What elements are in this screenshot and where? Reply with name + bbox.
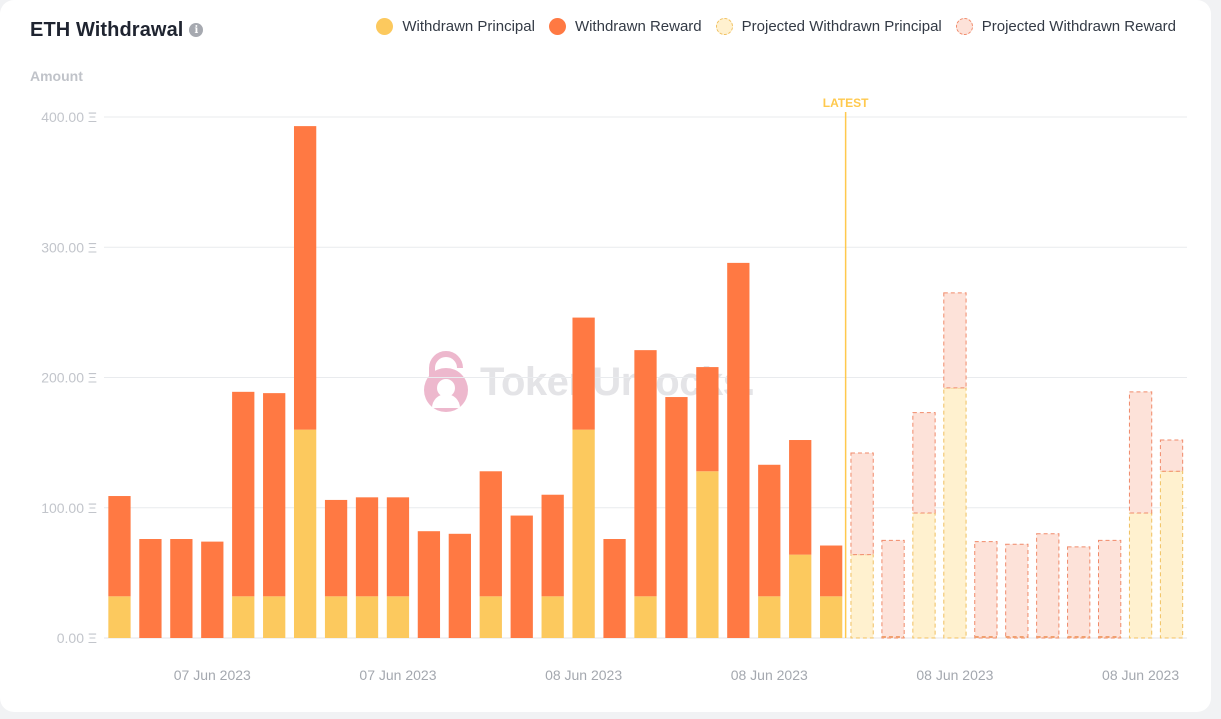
x-tick-label: 08 Jun 2023 — [545, 667, 622, 683]
bar-withdrawn-reward — [293, 126, 317, 430]
bar-withdrawn-reward — [479, 471, 502, 597]
bar-withdrawn-reward — [386, 497, 410, 597]
legend-item-projected-principal[interactable]: Projected Withdrawn Principal — [715, 18, 942, 35]
bar-withdrawn-principal — [263, 596, 286, 638]
bar-withdrawn-reward — [789, 440, 812, 555]
bar-withdrawn-reward — [758, 464, 781, 597]
legend-label: Withdrawn Principal — [402, 18, 535, 35]
bar-withdrawn-principal — [696, 471, 719, 638]
legend-swatch-withdrawn-reward — [548, 18, 566, 35]
bar-withdrawn-reward — [541, 494, 564, 597]
bar-withdrawn-reward — [417, 531, 441, 638]
y-tick-label: 0.00 Ξ — [57, 630, 97, 646]
bar-projected-reward — [912, 412, 936, 514]
y-axis-title: Amount — [30, 68, 83, 84]
bar-withdrawn-reward — [696, 367, 719, 472]
chart-title: ETH Withdrawal — [30, 18, 184, 41]
x-tick-label: 08 Jun 2023 — [731, 667, 808, 683]
bar-withdrawn-reward — [201, 541, 224, 638]
bar-withdrawn-reward — [820, 545, 843, 597]
bar-projected-reward — [1036, 533, 1060, 639]
info-icon[interactable]: i — [189, 23, 204, 37]
bar-projected-reward — [1159, 439, 1184, 472]
bar-projected-reward — [943, 292, 967, 389]
y-tick-label: 100.00 Ξ — [41, 500, 97, 516]
bar-projected-reward — [881, 539, 905, 639]
legend: Withdrawn Principal Withdrawn Reward Pro… — [362, 18, 1176, 35]
bar-withdrawn-reward — [727, 262, 750, 638]
bar-withdrawn-reward — [170, 539, 193, 638]
bar-withdrawn-reward — [634, 350, 657, 597]
legend-swatch-withdrawn-principal — [376, 18, 394, 35]
bar-withdrawn-principal — [541, 596, 564, 638]
legend-item-withdrawn-reward[interactable]: Withdrawn Reward — [548, 18, 702, 35]
bar-withdrawn-principal — [758, 596, 781, 638]
bar-withdrawn-reward — [448, 533, 471, 638]
bar-projected-reward — [1005, 543, 1029, 639]
bar-withdrawn-reward — [510, 515, 533, 638]
bar-projected-reward — [1128, 391, 1153, 514]
x-tick-label: 08 Jun 2023 — [916, 667, 993, 683]
bar-withdrawn-reward — [108, 496, 131, 597]
bar-withdrawn-principal — [293, 429, 317, 638]
bar-withdrawn-principal — [789, 554, 812, 638]
x-tick-label: 07 Jun 2023 — [359, 667, 436, 683]
bar-projected-reward — [1067, 546, 1091, 639]
y-tick-label: 300.00 Ξ — [41, 239, 97, 255]
bar-withdrawn-reward — [263, 393, 286, 597]
y-tick-label: 200.00 Ξ — [41, 370, 97, 386]
bar-withdrawn-principal — [572, 429, 595, 638]
legend-label: Projected Withdrawn Principal — [741, 18, 942, 35]
bar-projected-reward — [1098, 539, 1122, 639]
bar-withdrawn-reward — [603, 539, 626, 638]
y-tick-label: 400.00 Ξ — [41, 109, 97, 125]
bar-projected-principal — [912, 512, 936, 639]
bar-projected-reward — [850, 452, 874, 556]
bar-withdrawn-reward — [324, 499, 348, 597]
bar-withdrawn-principal — [386, 596, 410, 638]
bar-withdrawn-principal — [820, 596, 843, 638]
bar-withdrawn-principal — [479, 596, 502, 638]
x-tick-label: 08 Jun 2023 — [1102, 667, 1179, 683]
bar-withdrawn-principal — [634, 596, 657, 638]
legend-item-projected-reward[interactable]: Projected Withdrawn Reward — [955, 18, 1176, 35]
bar-projected-principal — [1128, 512, 1153, 639]
bar-withdrawn-reward — [139, 539, 162, 638]
legend-label: Withdrawn Reward — [574, 18, 702, 35]
title-row: ETH Withdrawal i — [30, 16, 204, 44]
bar-withdrawn-principal — [108, 596, 131, 638]
legend-label: Projected Withdrawn Reward — [981, 18, 1176, 35]
bar-withdrawn-reward — [572, 317, 595, 430]
legend-item-withdrawn-principal[interactable]: Withdrawn Principal — [376, 18, 535, 35]
latest-marker-label: LATEST — [823, 96, 869, 110]
legend-swatch-projected-reward — [955, 18, 973, 35]
bar-projected-principal — [850, 554, 874, 639]
bar-withdrawn-reward — [355, 497, 379, 597]
bar-withdrawn-reward — [665, 397, 688, 638]
bar-withdrawn-principal — [232, 596, 255, 638]
x-tick-label: 07 Jun 2023 — [174, 667, 251, 683]
bar-withdrawn-principal — [324, 596, 348, 638]
bar-withdrawn-principal — [355, 596, 379, 638]
bar-withdrawn-reward — [232, 391, 255, 597]
bar-projected-reward — [974, 541, 998, 639]
bar-projected-principal — [1159, 470, 1184, 639]
bar-projected-principal — [943, 387, 967, 639]
legend-swatch-projected-principal — [715, 18, 733, 35]
